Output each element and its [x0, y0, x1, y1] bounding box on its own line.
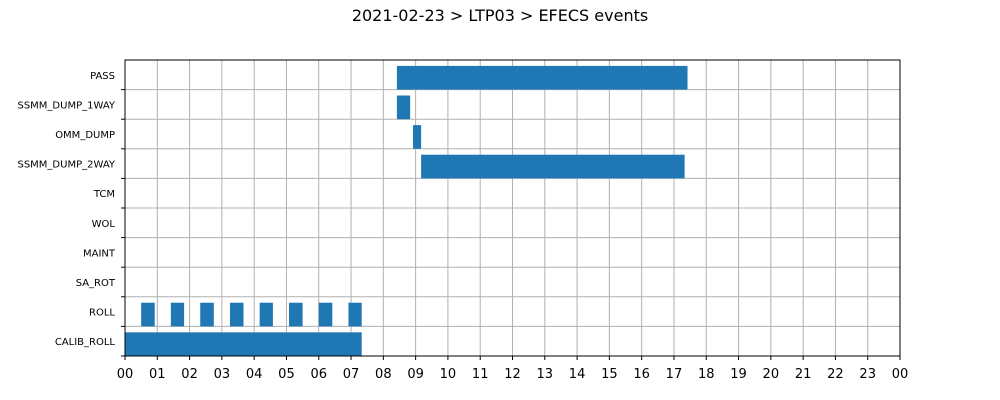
- x-tick-label: 00: [892, 367, 909, 382]
- event-bar: [289, 302, 303, 327]
- y-tick-label: TCM: [93, 189, 115, 200]
- event-bar: [348, 302, 362, 327]
- event-bar: [125, 332, 362, 356]
- event-bar: [200, 302, 214, 327]
- x-tick-label: 06: [310, 367, 327, 382]
- y-tick-label: MAINT: [83, 248, 116, 259]
- event-bar: [229, 302, 244, 327]
- axis-layer: 00 01 02 03 04 05 06 07 08 09 10 11 12 13 14 15 16 17 18 19…: [17, 71, 908, 382]
- x-tick-label: 04: [246, 367, 263, 382]
- y-tick-label: OMM_DUMP: [55, 130, 115, 141]
- grid-layer: [124, 60, 901, 357]
- event-bar: [141, 302, 155, 327]
- x-tick-label: 18: [698, 367, 715, 382]
- event-bar: [396, 95, 411, 120]
- x-tick-label: 11: [472, 367, 489, 382]
- x-tick-label: 03: [214, 367, 231, 382]
- y-tick-label: ROLL: [89, 308, 115, 319]
- x-tick-label: 10: [440, 367, 457, 382]
- x-tick-label: 09: [407, 367, 424, 382]
- y-tick-label: PASS: [90, 71, 115, 82]
- x-tick-label: 00: [117, 367, 134, 382]
- x-tick-label: 01: [149, 367, 166, 382]
- y-tick-label: SA_ROT: [76, 278, 116, 289]
- x-tick-label: 08: [375, 367, 392, 382]
- plot-frame: [124, 59, 901, 357]
- x-tick-label: 23: [859, 367, 876, 382]
- x-tick-label: 21: [795, 367, 812, 382]
- x-tick-label: 05: [278, 367, 295, 382]
- x-tick-label: 12: [504, 367, 521, 382]
- y-tick-label: CALIB_ROLL: [55, 337, 116, 348]
- y-tick-label: SSMM_DUMP_2WAY: [17, 160, 115, 171]
- y-tick-label: WOL: [92, 219, 116, 230]
- x-tick-label: 14: [569, 367, 586, 382]
- x-tick-label: 20: [763, 367, 780, 382]
- x-tick-label: 16: [633, 367, 650, 382]
- y-tick-label: SSMM_DUMP_1WAY: [17, 100, 115, 111]
- x-tick-label: 17: [666, 367, 683, 382]
- x-tick-label: 22: [827, 367, 844, 382]
- chart-title: 2021-02-23 > LTP03 > EFECS events: [351, 6, 649, 25]
- event-bar: [396, 65, 688, 90]
- event-bar: [259, 302, 273, 327]
- event-bar: [421, 154, 685, 179]
- x-tick-label: 19: [730, 367, 747, 382]
- event-bar: [413, 125, 422, 149]
- event-bar: [170, 302, 185, 327]
- x-tick-label: 07: [343, 367, 360, 382]
- x-tick-label: 13: [537, 367, 554, 382]
- x-tick-label: 15: [601, 367, 618, 382]
- bar-layer: [125, 65, 688, 356]
- event-bar: [318, 302, 333, 327]
- x-tick-label: 02: [181, 367, 198, 382]
